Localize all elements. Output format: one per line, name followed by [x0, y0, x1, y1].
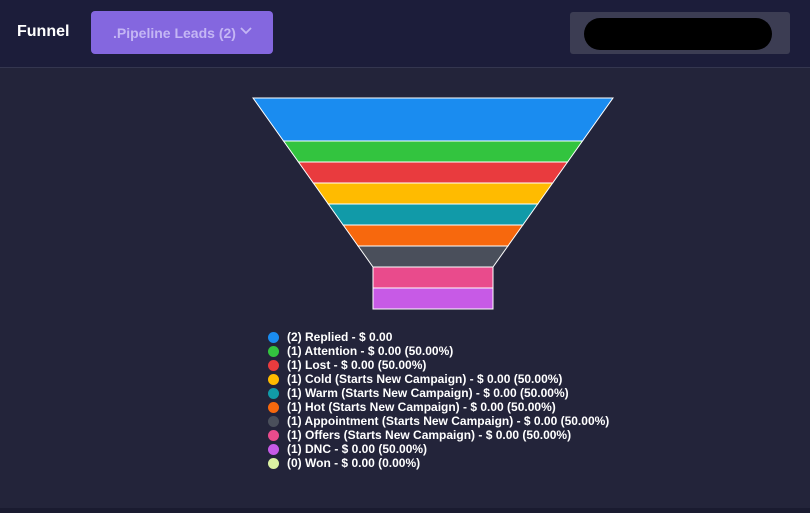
funnel-segment-replied[interactable] — [252, 97, 614, 142]
legend-item[interactable]: (1) Lost - $ 0.00 (50.00%) — [268, 358, 609, 372]
funnel-segment-offers[interactable] — [372, 266, 494, 289]
top-bar: Funnel .Pipeline Leads (2) — [0, 0, 810, 68]
account-box[interactable] — [570, 12, 790, 54]
legend-item[interactable]: (1) Hot (Starts New Campaign) - $ 0.00 (… — [268, 400, 609, 414]
funnel-segment-cold[interactable] — [312, 182, 554, 205]
funnel-segment-hot[interactable] — [342, 224, 524, 247]
legend-label: (1) Hot (Starts New Campaign) - $ 0.00 (… — [287, 400, 556, 414]
funnel-legend: (2) Replied - $ 0.00 (1) Attention - $ 0.… — [268, 330, 609, 470]
legend-item[interactable]: (1) Appointment (Starts New Campaign) - … — [268, 414, 609, 428]
legend-marker — [268, 401, 279, 413]
legend-marker — [268, 443, 279, 455]
legend-marker — [268, 345, 279, 357]
legend-label: (1) Offers (Starts New Campaign) - $ 0.0… — [287, 428, 572, 442]
funnel-segment-warm[interactable] — [327, 203, 539, 226]
pipeline-dropdown-label: .Pipeline Leads (2) — [113, 24, 236, 41]
legend-label: (1) Lost - $ 0.00 (50.00%) — [287, 358, 427, 372]
legend-marker — [268, 415, 279, 427]
legend-marker — [268, 387, 279, 399]
page-title: Funnel — [17, 23, 70, 40]
bottom-divider — [0, 508, 810, 513]
legend-label: (1) Appointment (Starts New Campaign) - … — [287, 414, 610, 428]
funnel-chart: (2) Replied - $ 0.00 (1) Attention - $ 0.… — [0, 68, 810, 513]
legend-label: (2) Replied - $ 0.00 — [287, 330, 393, 344]
chevron-down-icon — [240, 27, 252, 35]
legend-item[interactable]: (1) Attention - $ 0.00 (50.00%) — [268, 344, 609, 358]
funnel-segment-appointment[interactable] — [357, 245, 509, 268]
legend-marker — [268, 373, 279, 385]
legend-marker — [268, 457, 279, 469]
legend-label: (1) DNC - $ 0.00 (50.00%) — [287, 442, 428, 456]
pipeline-dropdown[interactable]: .Pipeline Leads (2) — [91, 11, 273, 54]
legend-item[interactable]: (1) Warm (Starts New Campaign) - $ 0.00 … — [268, 386, 609, 400]
legend-label: (1) Attention - $ 0.00 (50.00%) — [287, 344, 454, 358]
funnel-segment-lost[interactable] — [297, 161, 569, 184]
redacted-account-name — [584, 18, 772, 50]
funnel-segment-dnc[interactable] — [372, 287, 494, 310]
funnel-svg — [252, 97, 614, 310]
funnel-segment-attention[interactable] — [282, 140, 584, 163]
legend-label: (0) Won - $ 0.00 (0.00%) — [287, 456, 421, 470]
legend-label: (1) Cold (Starts New Campaign) - $ 0.00 … — [287, 372, 563, 386]
legend-marker — [268, 359, 279, 371]
legend-item[interactable]: (1) DNC - $ 0.00 (50.00%) — [268, 442, 609, 456]
legend-item[interactable]: (2) Replied - $ 0.00 — [268, 330, 609, 344]
legend-label: (1) Warm (Starts New Campaign) - $ 0.00 … — [287, 386, 569, 400]
legend-marker — [268, 429, 279, 441]
legend-item[interactable]: (1) Offers (Starts New Campaign) - $ 0.0… — [268, 428, 609, 442]
legend-marker — [268, 331, 279, 343]
legend-item[interactable]: (0) Won - $ 0.00 (0.00%) — [268, 456, 609, 470]
legend-item[interactable]: (1) Cold (Starts New Campaign) - $ 0.00 … — [268, 372, 609, 386]
